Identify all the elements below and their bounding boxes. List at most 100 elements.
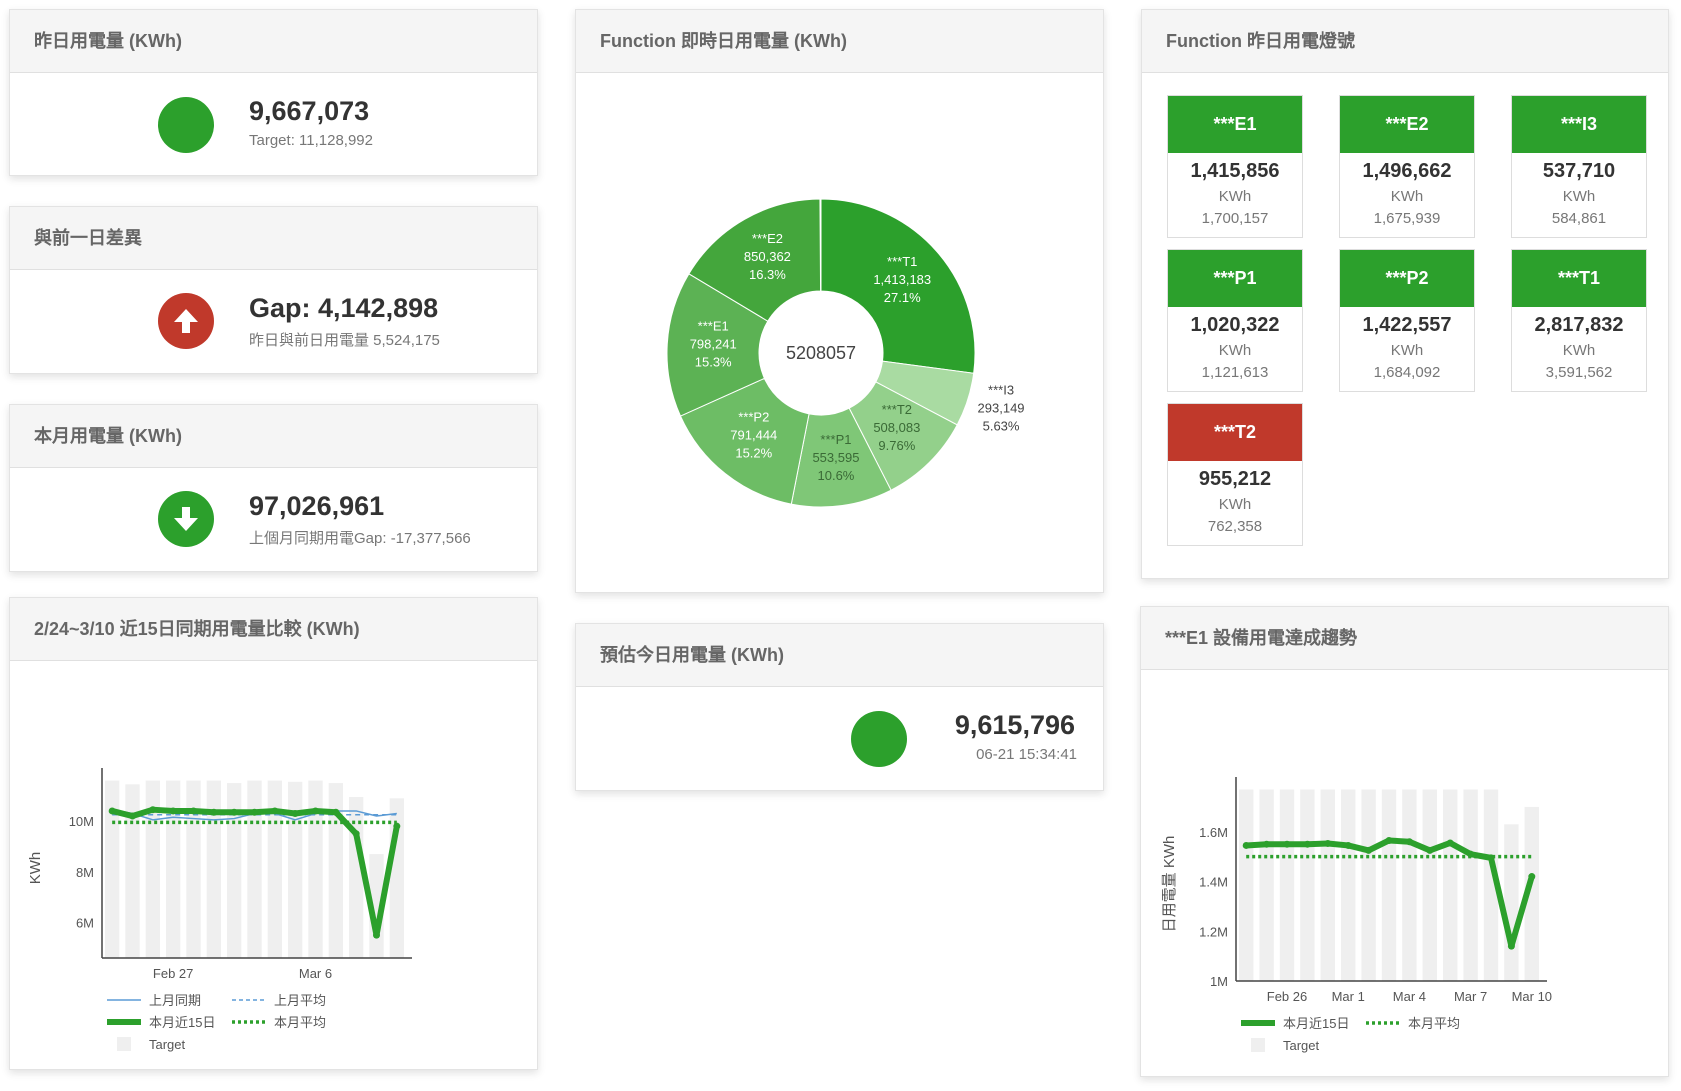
target-bar [1483, 789, 1499, 981]
light-name: ***I3 [1512, 96, 1646, 153]
target-bar [1361, 789, 1376, 981]
slice-pct: 9.76% [878, 438, 915, 453]
target-bar [186, 780, 201, 958]
donut-label-5: ***E1 798,241 15.3% [690, 319, 737, 370]
light-5[interactable]: ***T1 2,817,832 KWh 3,591,562 [1511, 249, 1647, 392]
y-axis-label: 日用電量 KWh [1161, 836, 1178, 933]
target-bar [227, 783, 242, 958]
donut-label-3: ***P1 553,595 10.6% [812, 432, 859, 483]
gap-sub: 昨日與前日用電量 5,524,175 [249, 332, 440, 349]
data-point [149, 806, 157, 814]
legend-item: Target [1251, 1038, 1320, 1053]
light-value: 1,496,662 [1362, 160, 1452, 182]
light-target: 584,861 [1551, 210, 1607, 227]
target-bar [1422, 789, 1437, 981]
data-point [1365, 846, 1373, 854]
legend-label: 本月平均 [1408, 1016, 1460, 1031]
data-point [373, 931, 380, 939]
legend-item: 本月近15日 [1241, 1016, 1349, 1031]
daily-diff-card: 與前一日差異 Gap: 4,142,898 昨日與前日用電量 5,524,175 [9, 206, 538, 374]
slice-name: ***I3 [988, 382, 1014, 397]
slice-value: 850,362 [744, 249, 791, 264]
light-unit: KWh [1562, 188, 1596, 205]
x-tick-label: Mar 10 [1512, 989, 1552, 1004]
legend-label: 本月近15日 [149, 1015, 215, 1030]
data-point [1263, 840, 1271, 848]
light-name: ***T1 [1512, 250, 1646, 307]
realtime-donut-card: Function 即時日用電量 (KWh) ***T1 1,413,183 27.1… [575, 9, 1104, 593]
y-tick-label: 1.6M [1199, 825, 1228, 840]
data-point [1528, 873, 1536, 881]
status-light [851, 711, 907, 767]
data-point [1385, 836, 1393, 844]
slice-value: 798,241 [690, 337, 737, 352]
card-title: 與前一日差異 [10, 207, 537, 270]
light-4[interactable]: ***P2 1,422,557 KWh 1,684,092 [1339, 249, 1475, 392]
donut-center-total: 5208057 [786, 343, 856, 363]
data-point [251, 808, 258, 816]
slice-pct: 15.3% [695, 355, 732, 370]
target-bar [166, 780, 181, 958]
estimate-card: 預估今日用電量 (KWh) 9,615,796 06-21 15:34:41 [575, 623, 1104, 791]
donut-slice-5 [666, 273, 769, 417]
data-point [1242, 841, 1250, 849]
x-tick-label: Mar 1 [1332, 989, 1365, 1004]
status-light [158, 97, 214, 153]
data-point [1405, 838, 1413, 846]
card-title: 預估今日用電量 (KWh) [576, 624, 1103, 687]
y-tick-label: 10M [69, 814, 94, 829]
data-point [312, 807, 319, 815]
slice-pct: 16.3% [749, 267, 786, 282]
target-bar [1504, 824, 1519, 981]
target-bar [1239, 789, 1254, 981]
legend-item: 本月平均 [232, 1015, 326, 1030]
data-point [1303, 840, 1311, 848]
y-tick-label: 1M [1210, 974, 1228, 989]
legend-label: 本月近15日 [1283, 1016, 1349, 1031]
data-point [108, 807, 116, 815]
target-bar [1463, 789, 1478, 981]
slice-value: 791,444 [730, 428, 777, 443]
target-bar [1524, 806, 1539, 981]
slice-name: ***T2 [882, 402, 912, 417]
y-tick-label: 1.2M [1199, 924, 1228, 939]
card-title: Function 昨日用電燈號 [1142, 10, 1668, 73]
light-value: 537,710 [1542, 160, 1616, 182]
card-title: 本月用電量 (KWh) [10, 405, 537, 468]
light-1[interactable]: ***E2 1,496,662 KWh 1,675,939 [1339, 95, 1475, 238]
light-value: 2,817,832 [1534, 314, 1624, 336]
data-point [1324, 839, 1332, 847]
trend-chart-card: ***E1 設備用電達成趨勢 1M 1.2M 1.4M 1.6M Feb 26 Mar 1… [1140, 606, 1669, 1077]
light-2[interactable]: ***I3 537,710 KWh 584,861 [1511, 95, 1647, 238]
data-point [1283, 840, 1291, 848]
light-name: ***P1 [1168, 250, 1302, 307]
legend-item: 上月同期 [107, 993, 201, 1008]
target-bar [105, 780, 120, 958]
light-name: ***T2 [1168, 404, 1302, 461]
light-6[interactable]: ***T2 955,212 KWh 762,358 [1167, 403, 1303, 546]
target-bar [349, 797, 364, 958]
x-tick-label: Feb 26 [1267, 989, 1307, 1004]
light-0[interactable]: ***E1 1,415,856 KWh 1,700,157 [1167, 95, 1303, 238]
legend-swatch [1251, 1038, 1265, 1052]
donut-slice-6 [688, 198, 822, 322]
slice-pct: 15.2% [735, 446, 772, 461]
yesterday-value: 9,667,073 [249, 96, 370, 126]
target-bar [1443, 789, 1458, 981]
arrow-up-icon [158, 293, 214, 349]
legend-swatch [117, 1037, 131, 1051]
light-unit: KWh [1390, 188, 1424, 205]
data-point [230, 808, 238, 816]
light-value: 955,212 [1198, 468, 1272, 490]
light-value: 1,020,322 [1190, 314, 1280, 336]
donut-slice-0 [820, 198, 976, 374]
light-3[interactable]: ***P1 1,020,322 KWh 1,121,613 [1167, 249, 1303, 392]
target-bar [1402, 789, 1417, 981]
legend-item: 本月近15日 [107, 1015, 215, 1030]
x-tick-label: Mar 7 [1454, 989, 1487, 1004]
target-bar [267, 780, 282, 958]
gap-value: Gap: 4,142,898 [249, 293, 439, 323]
data-point [1426, 846, 1434, 854]
slice-name: ***T1 [887, 254, 917, 269]
lights-card: Function 昨日用電燈號 ***E1 1,415,856 KWh 1,700,1… [1141, 9, 1669, 579]
